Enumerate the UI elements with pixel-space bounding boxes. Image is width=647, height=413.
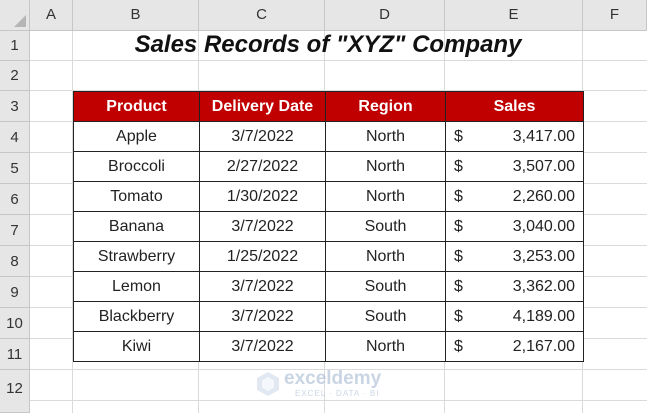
row-header-12[interactable]: 12 [0,370,30,413]
currency-symbol: $ [454,187,463,205]
column-header-c[interactable]: C [199,0,325,30]
header-sales[interactable]: Sales [445,91,584,122]
currency-symbol: $ [454,247,463,265]
currency-symbol: $ [454,307,463,325]
row-header-10[interactable]: 10 [0,308,30,339]
cell-region[interactable]: North [325,241,446,272]
cell-sales[interactable]: $3,362.00 [445,271,584,302]
grid-line [30,60,647,61]
currency-symbol: $ [454,337,463,355]
cell-delivery-date[interactable]: 1/30/2022 [199,181,326,212]
cell-region[interactable]: North [325,331,446,362]
select-all-icon [14,15,26,27]
grid-line [30,400,647,401]
cell-sales[interactable]: $3,040.00 [445,211,584,242]
exceldemy-watermark: exceldemy EXCEL · DATA · BI [254,368,404,408]
row-header-6[interactable]: 6 [0,184,30,215]
table-row: Blackberry 3/7/2022 South $4,189.00 [73,301,584,332]
cell-region[interactable]: South [325,211,446,242]
cell-region[interactable]: South [325,301,446,332]
cell-product[interactable]: Blackberry [73,301,200,332]
sheet-title[interactable]: Sales Records of "XYZ" Company [134,31,522,58]
grid-line [72,31,73,413]
cell-product[interactable]: Apple [73,121,200,152]
table-row: Lemon 3/7/2022 South $3,362.00 [73,271,584,302]
column-header-a[interactable]: A [30,0,73,30]
table-row: Kiwi 3/7/2022 North $2,167.00 [73,331,584,362]
header-delivery-date[interactable]: Delivery Date [199,91,326,122]
currency-symbol: $ [454,277,463,295]
cell-delivery-date[interactable]: 3/7/2022 [199,271,326,302]
cell-sales[interactable]: $3,253.00 [445,241,584,272]
cell-delivery-date[interactable]: 2/27/2022 [199,151,326,182]
table-row: Apple 3/7/2022 North $3,417.00 [73,121,584,152]
cell-sales[interactable]: $2,167.00 [445,331,584,362]
sales-amount: 3,362.00 [512,277,575,295]
watermark-name: exceldemy [284,368,382,389]
cell-delivery-date[interactable]: 3/7/2022 [199,301,326,332]
cell-delivery-date[interactable]: 3/7/2022 [199,211,326,242]
row-header-9[interactable]: 9 [0,277,30,308]
cell-delivery-date[interactable]: 1/25/2022 [199,241,326,272]
exceldemy-logo-icon [257,372,279,396]
sales-amount: 3,507.00 [512,157,575,175]
row-header-5[interactable]: 5 [0,153,30,184]
cell-sales[interactable]: $4,189.00 [445,301,584,332]
row-header-7[interactable]: 7 [0,215,30,246]
sales-amount: 3,253.00 [512,247,575,265]
sales-amount: 2,167.00 [512,337,575,355]
grid-line [30,369,647,370]
header-product[interactable]: Product [73,91,200,122]
sales-amount: 3,417.00 [512,127,575,145]
sales-amount: 2,260.00 [512,187,575,205]
cell-sales[interactable]: $3,507.00 [445,151,584,182]
cell-product[interactable]: Broccoli [73,151,200,182]
row-header-11[interactable]: 11 [0,339,30,370]
table-header-row: Product Delivery Date Region Sales [73,91,584,122]
cell-product[interactable]: Lemon [73,271,200,302]
cell-region[interactable]: North [325,151,446,182]
currency-symbol: $ [454,157,463,175]
select-all-button[interactable] [0,0,30,30]
cell-sales[interactable]: $2,260.00 [445,181,584,212]
currency-symbol: $ [454,217,463,235]
cell-region[interactable]: North [325,121,446,152]
header-region[interactable]: Region [325,91,446,122]
cell-product[interactable]: Kiwi [73,331,200,362]
cell-product[interactable]: Banana [73,211,200,242]
watermark-tagline: EXCEL · DATA · BI [295,389,380,398]
column-header-b[interactable]: B [73,0,199,30]
table-row: Banana 3/7/2022 South $3,040.00 [73,211,584,242]
sales-table: Product Delivery Date Region Sales Apple… [73,91,584,362]
table-row: Tomato 1/30/2022 North $2,260.00 [73,181,584,212]
column-header-f[interactable]: F [583,0,647,30]
cell-region[interactable]: South [325,271,446,302]
cell-product[interactable]: Strawberry [73,241,200,272]
grid-line [30,90,647,91]
cell-product[interactable]: Tomato [73,181,200,212]
table-row: Strawberry 1/25/2022 North $3,253.00 [73,241,584,272]
cell-sales[interactable]: $3,417.00 [445,121,584,152]
row-header-8[interactable]: 8 [0,246,30,277]
row-header-3[interactable]: 3 [0,91,30,122]
currency-symbol: $ [454,127,463,145]
cell-region[interactable]: North [325,181,446,212]
cell-delivery-date[interactable]: 3/7/2022 [199,121,326,152]
row-header-4[interactable]: 4 [0,122,30,153]
column-header-e[interactable]: E [445,0,583,30]
column-header-bar: A B C D E F [0,0,647,31]
row-header-1[interactable]: 1 [0,31,30,61]
table-row: Broccoli 2/27/2022 North $3,507.00 [73,151,584,182]
row-header-2[interactable]: 2 [0,61,30,91]
sales-amount: 3,040.00 [512,217,575,235]
cell-delivery-date[interactable]: 3/7/2022 [199,331,326,362]
column-header-d[interactable]: D [325,0,445,30]
sales-amount: 4,189.00 [512,307,575,325]
